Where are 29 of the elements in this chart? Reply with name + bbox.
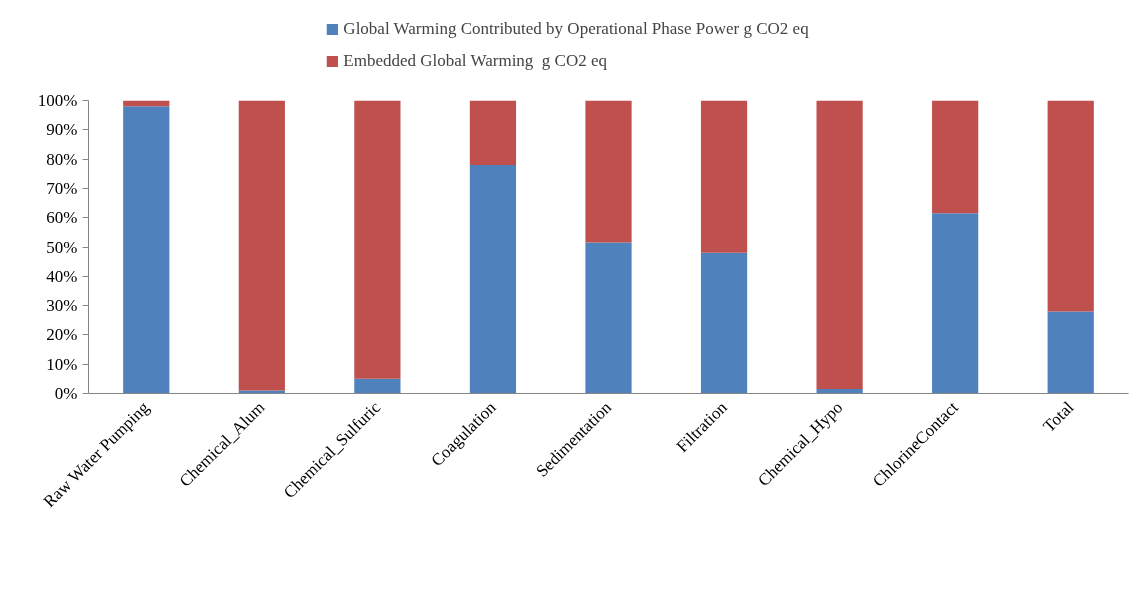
y-tick-label: 30%	[46, 296, 78, 316]
bar	[469, 100, 517, 165]
bar	[469, 164, 517, 394]
y-tick-label: 10%	[46, 354, 78, 374]
y-tick-label: 60%	[46, 208, 78, 228]
y-tick-label: 100%	[37, 91, 78, 110]
legend-label: Global Warming Contributed by Operational Phase Power g CO2 eq	[343, 19, 809, 39]
y-tick-label: 70%	[46, 178, 78, 198]
bar	[123, 106, 170, 394]
y-tick-label: 50%	[46, 237, 78, 257]
bar	[354, 378, 401, 394]
bar	[932, 213, 979, 394]
legend-label: Embedded Global Warming g CO2 eq	[343, 51, 608, 71]
bar	[1047, 100, 1094, 312]
y-tick-label: 40%	[46, 266, 78, 286]
bar	[816, 389, 863, 394]
bar	[238, 100, 285, 391]
y-tick-label: 90%	[46, 120, 78, 140]
bar	[700, 100, 748, 253]
bar	[700, 252, 748, 394]
y-tick-label: 20%	[46, 325, 78, 345]
bar	[354, 100, 401, 379]
y-tick-label: 80%	[46, 149, 78, 169]
bar	[816, 100, 863, 390]
y-tick-label: 0%	[54, 384, 78, 403]
bar	[932, 100, 979, 214]
bar	[585, 100, 632, 243]
bar	[1047, 311, 1094, 394]
bar	[585, 242, 632, 394]
